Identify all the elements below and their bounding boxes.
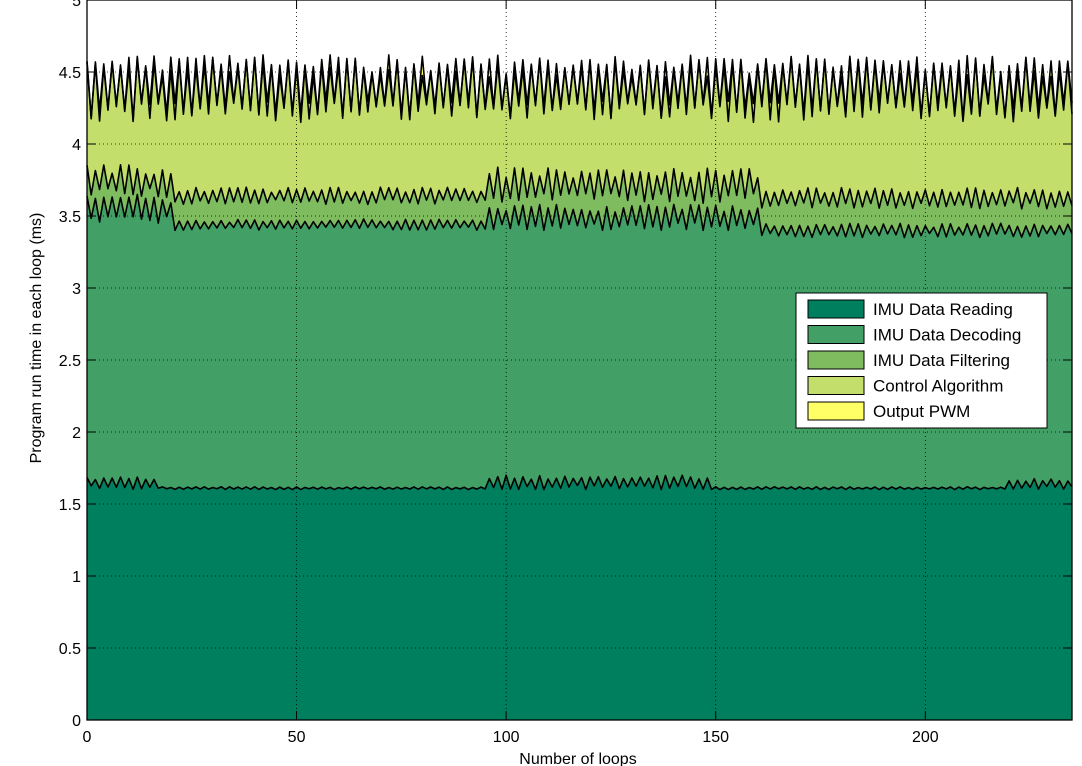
y-tick-label: 1 — [72, 569, 81, 586]
y-tick-label: 1.5 — [59, 497, 81, 514]
axis-ticks — [86, 0, 1072, 721]
area-2 — [87, 164, 1072, 238]
x-tick-label: 0 — [83, 729, 92, 746]
x-tick-labels: 0 50 100 150 200 — [83, 729, 939, 746]
series-line-4 — [86, 54, 1073, 121]
y-tick-label: 3.5 — [59, 209, 81, 226]
y-tick-label: 5 — [72, 0, 81, 10]
y-tick-label: 4 — [72, 137, 81, 154]
series-line-0 — [86, 474, 1073, 491]
y-tick-label: 0 — [72, 713, 81, 730]
legend-items: IMU Data Reading IMU Data Decoding IMU Dat… — [807, 299, 1021, 421]
legend-swatch — [807, 325, 865, 344]
y-tick-label: 0.5 — [59, 641, 81, 658]
legend-swatch — [807, 350, 865, 370]
legend-swatch — [807, 401, 865, 421]
y-tick-label: 4.5 — [59, 65, 81, 82]
series-boundaries — [86, 54, 1073, 491]
x-tick-label: 200 — [912, 729, 939, 746]
y-tick-label: 3 — [72, 281, 81, 298]
y-axis-title: Program run time in each loop (ms) — [28, 213, 45, 464]
x-axis-title: Number of loops — [519, 751, 636, 766]
legend-swatch — [807, 299, 865, 319]
legend-swatch — [807, 376, 865, 395]
legend-label: IMU Data Filtering — [873, 351, 1010, 370]
y-tick-labels: 0 0.5 1 1.5 2 2.5 3 3.5 4 4.5 5 — [59, 0, 81, 730]
x-tick-label: 100 — [493, 729, 520, 746]
legend-label: Control Algorithm — [873, 377, 1003, 396]
x-tick-label: 150 — [702, 729, 729, 746]
y-tick-label: 2 — [72, 425, 81, 442]
x-tick-label: 50 — [288, 729, 306, 746]
legend-label: IMU Data Decoding — [873, 326, 1021, 345]
legend-label: IMU Data Reading — [873, 300, 1013, 319]
area-0 — [87, 475, 1072, 720]
legend-label: Output PWM — [873, 402, 970, 421]
y-tick-label: 2.5 — [59, 353, 81, 370]
series-line-2 — [86, 164, 1073, 210]
legend: IMU Data Reading IMU Data Decoding IMU Dat… — [795, 292, 1048, 429]
series-line-1 — [86, 193, 1073, 239]
